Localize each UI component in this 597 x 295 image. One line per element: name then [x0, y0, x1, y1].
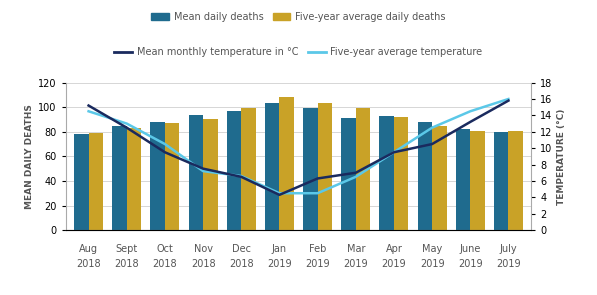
Bar: [165, 123, 180, 230]
Y-axis label: MEAN DAILY DEATHS: MEAN DAILY DEATHS: [25, 104, 34, 209]
Text: 2018: 2018: [229, 259, 254, 269]
Text: 2018: 2018: [191, 259, 216, 269]
Text: 2019: 2019: [381, 259, 406, 269]
Text: Nov: Nov: [193, 244, 213, 254]
Text: 2019: 2019: [458, 259, 482, 269]
Bar: [279, 97, 294, 230]
Text: 2018: 2018: [115, 259, 139, 269]
Text: June: June: [460, 244, 481, 254]
Bar: [470, 131, 485, 230]
Text: 2019: 2019: [420, 259, 444, 269]
Bar: [189, 114, 203, 230]
Text: 2019: 2019: [343, 259, 368, 269]
Bar: [456, 129, 470, 230]
Text: 2018: 2018: [76, 259, 101, 269]
Bar: [241, 109, 256, 230]
Text: Aug: Aug: [79, 244, 98, 254]
Text: Mar: Mar: [346, 244, 365, 254]
Text: 2019: 2019: [305, 259, 330, 269]
Bar: [341, 118, 356, 230]
Text: Oct: Oct: [156, 244, 173, 254]
Bar: [509, 131, 523, 230]
Bar: [88, 133, 103, 230]
Text: Jan: Jan: [272, 244, 287, 254]
Legend: Mean daily deaths, Five-year average daily deaths: Mean daily deaths, Five-year average dai…: [147, 8, 450, 26]
Bar: [112, 126, 127, 230]
Text: July: July: [500, 244, 517, 254]
Bar: [356, 109, 370, 230]
Text: Sept: Sept: [116, 244, 138, 254]
Text: 2019: 2019: [267, 259, 292, 269]
Text: May: May: [422, 244, 442, 254]
Text: Feb: Feb: [309, 244, 327, 254]
Bar: [265, 104, 279, 230]
Bar: [127, 128, 141, 230]
Bar: [227, 111, 241, 230]
Bar: [150, 122, 165, 230]
Bar: [303, 109, 318, 230]
Bar: [380, 116, 394, 230]
Bar: [318, 104, 332, 230]
Text: 2018: 2018: [153, 259, 177, 269]
Text: Dec: Dec: [232, 244, 251, 254]
Legend: Mean monthly temperature in °C, Five-year average temperature: Mean monthly temperature in °C, Five-yea…: [110, 43, 487, 61]
Text: 2019: 2019: [496, 259, 521, 269]
Bar: [417, 122, 432, 230]
Bar: [74, 134, 88, 230]
Bar: [432, 126, 447, 230]
Text: Apr: Apr: [386, 244, 402, 254]
Bar: [494, 132, 509, 230]
Bar: [203, 119, 217, 230]
Y-axis label: TEMPERATURE (°C): TEMPERATURE (°C): [557, 108, 566, 204]
Bar: [394, 117, 408, 230]
